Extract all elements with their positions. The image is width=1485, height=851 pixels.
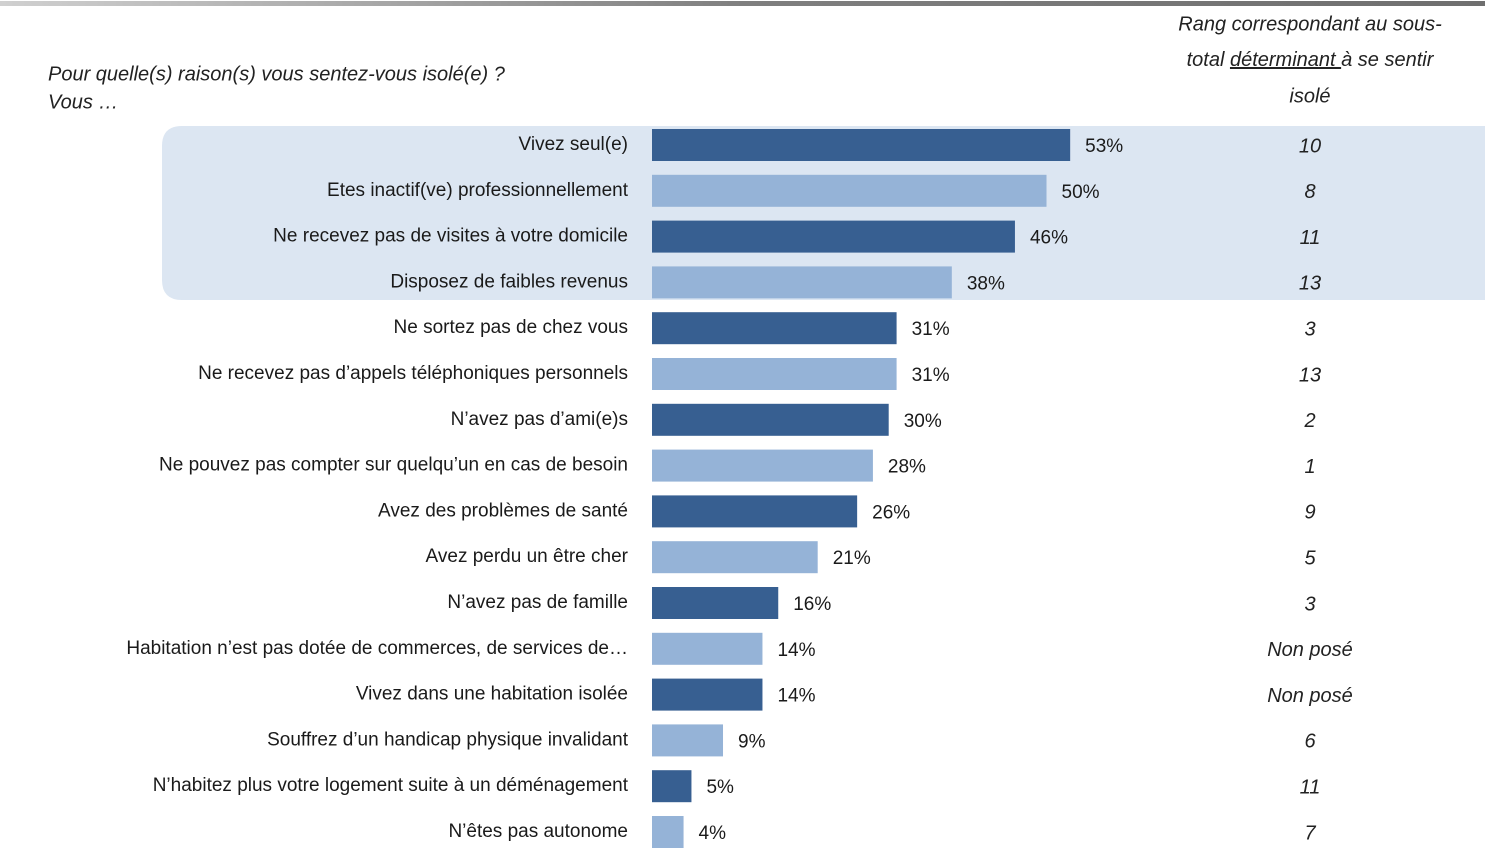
- bar: [652, 174, 1047, 207]
- bar: [652, 770, 692, 803]
- bar: [652, 724, 724, 757]
- category-label: N’avez pas d’ami(e)s: [451, 409, 628, 430]
- highlight-box: [162, 126, 1485, 300]
- category-label: Etes inactif(ve) professionnellement: [327, 180, 629, 201]
- rank-value: 7: [1304, 822, 1316, 844]
- value-label: 31%: [912, 365, 950, 386]
- rank-value: 11: [1300, 776, 1321, 798]
- rank-header: à se sentir: [1341, 49, 1435, 71]
- value-label: 21%: [833, 548, 871, 569]
- rank-value: Non posé: [1267, 639, 1353, 661]
- bar: [652, 312, 897, 345]
- bar: [652, 495, 858, 528]
- category-label: N’habitez plus votre logement suite à un…: [153, 775, 629, 796]
- chart-subtitle: Vous …: [48, 91, 118, 113]
- bar: [652, 220, 1015, 253]
- rank-header: Rang correspondant au sous-: [1178, 13, 1442, 35]
- rank-value: 9: [1304, 502, 1315, 524]
- category-label: Disposez de faibles revenus: [390, 271, 628, 292]
- value-label: 50%: [1062, 182, 1100, 203]
- value-label: 9%: [738, 731, 766, 752]
- value-label: 53%: [1085, 136, 1123, 157]
- rank-header: isolé: [1289, 85, 1330, 107]
- rank-value: 3: [1304, 318, 1315, 340]
- category-label: Souffrez d’un handicap physique invalida…: [267, 729, 629, 750]
- value-label: 31%: [912, 319, 950, 340]
- category-label: Avez des problèmes de santé: [378, 500, 628, 521]
- bar: [652, 632, 763, 665]
- rank-value: 5: [1304, 547, 1316, 569]
- value-label: 46%: [1030, 228, 1068, 249]
- bar: [652, 678, 763, 711]
- bar: [652, 358, 897, 390]
- category-label: Ne pouvez pas compter sur quelqu’un en c…: [159, 455, 628, 476]
- value-label: 26%: [872, 502, 910, 523]
- bar: [652, 129, 1071, 161]
- top-rule: [0, 1, 1485, 6]
- rank-value: 10: [1299, 135, 1321, 157]
- value-label: 5%: [706, 777, 734, 798]
- category-label: N’êtes pas autonome: [448, 821, 628, 842]
- category-label: Habitation n’est pas dotée de commerces,…: [126, 638, 628, 659]
- rank-value: 11: [1300, 227, 1321, 249]
- rank-value: 3: [1304, 593, 1315, 615]
- value-label: 38%: [967, 273, 1005, 294]
- category-label: Vivez seul(e): [519, 134, 628, 155]
- chart-title: Pour quelle(s) raison(s) vous sentez-vou…: [48, 63, 506, 85]
- rank-header: total déterminant à se sentir: [1187, 49, 1435, 71]
- category-label: N’avez pas de famille: [447, 592, 628, 613]
- bar: [652, 541, 818, 574]
- value-label: 14%: [777, 686, 815, 707]
- value-label: 28%: [888, 457, 926, 478]
- category-label: Avez perdu un être cher: [426, 546, 629, 567]
- rank-value: 13: [1299, 273, 1321, 295]
- rank-value: 13: [1299, 364, 1321, 386]
- rank-header: déterminant: [1230, 49, 1341, 71]
- category-label: Ne sortez pas de chez vous: [394, 317, 628, 338]
- rank-value: 6: [1304, 731, 1316, 753]
- category-label: Ne recevez pas de visites à votre domici…: [273, 226, 628, 247]
- category-label: Vivez dans une habitation isolée: [356, 684, 628, 705]
- rank-value: 2: [1303, 410, 1315, 432]
- value-label: 30%: [904, 411, 942, 432]
- value-label: 16%: [793, 594, 831, 615]
- bar: [652, 816, 684, 848]
- value-label: 4%: [699, 823, 727, 844]
- rank-value: Non posé: [1267, 685, 1353, 707]
- bar: [652, 449, 873, 482]
- rank-value: 8: [1304, 181, 1315, 203]
- bar: [652, 587, 779, 619]
- value-label: 14%: [777, 640, 815, 661]
- rank-header: total: [1187, 49, 1230, 71]
- bar: [652, 403, 889, 436]
- bar: [652, 266, 952, 299]
- rank-value: 1: [1304, 456, 1315, 478]
- category-label: Ne recevez pas d’appels téléphoniques pe…: [198, 363, 628, 384]
